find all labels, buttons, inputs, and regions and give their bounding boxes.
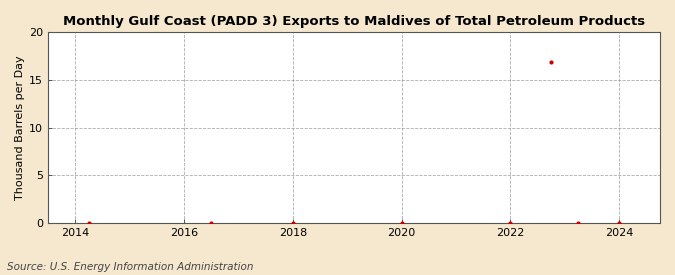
Point [614,221,624,225]
Y-axis label: Thousand Barrels per Day: Thousand Barrels per Day [15,55,25,200]
Point [573,221,584,225]
Point [505,221,516,225]
Text: Source: U.S. Energy Information Administration: Source: U.S. Energy Information Administ… [7,262,253,272]
Point [206,221,217,225]
Point [546,59,557,64]
Point [84,221,95,225]
Point [288,221,298,225]
Title: Monthly Gulf Coast (PADD 3) Exports to Maldives of Total Petroleum Products: Monthly Gulf Coast (PADD 3) Exports to M… [63,15,645,28]
Point [396,221,407,225]
